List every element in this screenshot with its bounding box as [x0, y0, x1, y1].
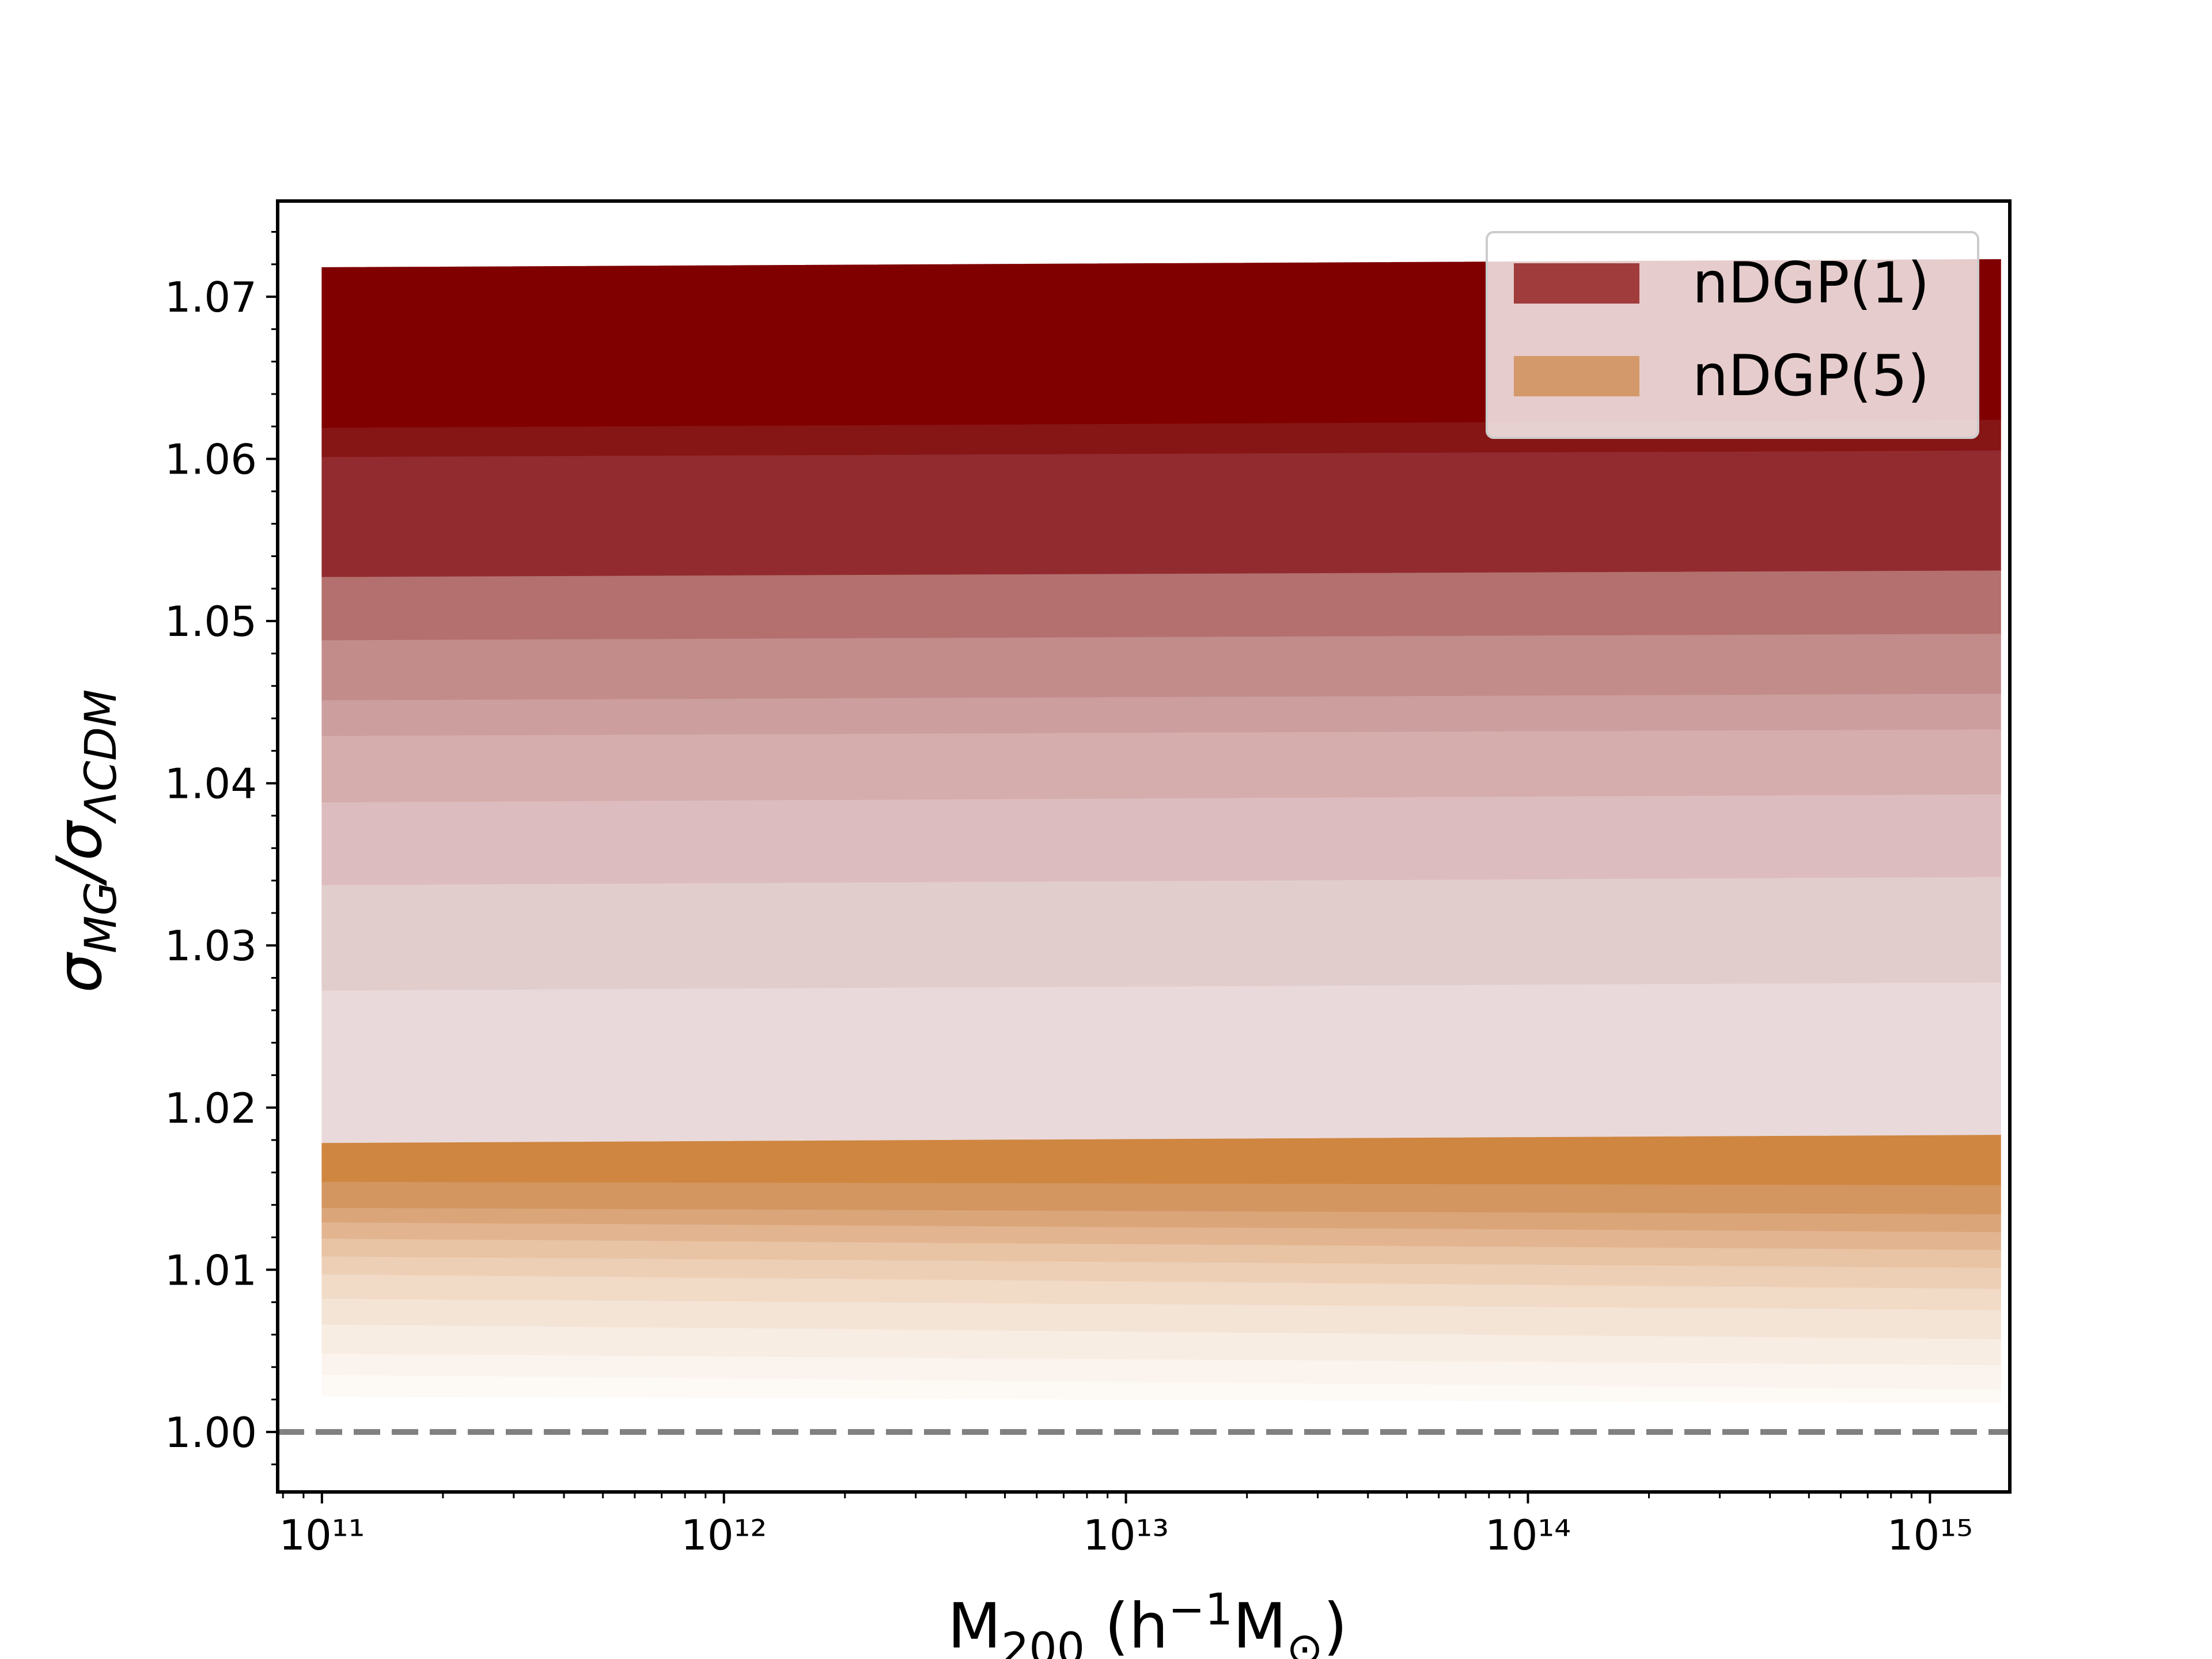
- x-tick-label: 10¹²: [681, 1511, 767, 1559]
- band: [321, 794, 2001, 886]
- band: [321, 877, 2001, 991]
- x-tick-label: 10¹¹: [279, 1511, 365, 1559]
- band: [321, 1135, 2001, 1186]
- y-label-part: MG: [75, 882, 126, 953]
- y-tick-label: 1.05: [165, 597, 257, 646]
- plot-frame: [276, 199, 2012, 1494]
- band: [321, 570, 2001, 641]
- x-label-part: −1: [1168, 1584, 1233, 1635]
- y-label-part: ΛCDM: [75, 690, 126, 824]
- x-label-part: (h: [1085, 1590, 1168, 1659]
- y-label-part: σ: [44, 951, 116, 993]
- y-tick-label: 1.03: [165, 922, 257, 970]
- legend-swatch: [1514, 356, 1639, 396]
- band: [321, 450, 2001, 578]
- legend-label: nDGP(5): [1692, 343, 1929, 409]
- y-tick-label: 1.06: [165, 435, 257, 484]
- x-label-part: M: [1233, 1590, 1286, 1659]
- plot-area: [321, 259, 2001, 1403]
- y-label-part: /σ: [44, 819, 116, 886]
- legend-label: nDGP(1): [1692, 251, 1929, 316]
- x-label-part: 200: [1001, 1623, 1085, 1659]
- x-label-part: ): [1323, 1590, 1347, 1659]
- y-tick-label: 1.02: [165, 1084, 257, 1132]
- band: [321, 982, 2001, 1144]
- x-axis-label: M200 (h−1M⊙): [948, 1584, 1347, 1659]
- band: [321, 694, 2001, 737]
- band: [321, 729, 2001, 803]
- x-label-part: M: [948, 1590, 1001, 1659]
- band: [321, 1374, 2001, 1403]
- x-label-part: ⊙: [1286, 1623, 1323, 1659]
- y-tick-label: 1.04: [165, 760, 257, 808]
- x-tick-label: 10¹⁴: [1485, 1511, 1571, 1559]
- band: [321, 634, 2001, 701]
- x-tick-label: 10¹⁵: [1887, 1511, 1973, 1559]
- y-tick-label: 1.01: [165, 1246, 257, 1294]
- y-tick-label: 1.07: [165, 273, 257, 321]
- x-tick-label: 10¹³: [1083, 1511, 1169, 1559]
- y-tick-label: 1.00: [165, 1408, 257, 1457]
- y-axis-label: σMG/σΛCDM: [44, 690, 126, 993]
- legend-swatch: [1514, 263, 1639, 304]
